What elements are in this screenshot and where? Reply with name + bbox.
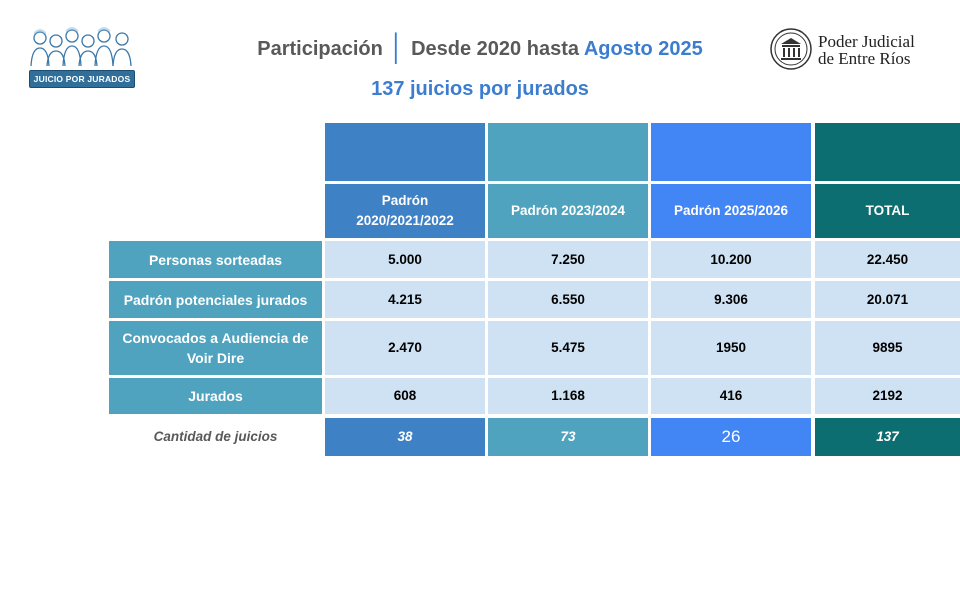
court-seal-icon	[770, 28, 812, 70]
column-header-padron-2023: Padrón 2023/2024	[488, 184, 648, 238]
table-cell: 608	[325, 378, 485, 414]
org-name-line2: de Entre Ríos	[818, 49, 911, 68]
table-cell: 22.450	[815, 241, 960, 278]
title-main: Participación	[257, 38, 383, 60]
col4-color-block	[815, 123, 960, 181]
total-cell: 73	[488, 418, 648, 456]
table-cell: 5.000	[325, 241, 485, 278]
table-cell: 1.168	[488, 378, 648, 414]
title-accent: Agosto 2025	[583, 38, 703, 60]
juicio-por-jurados-logo: JUICIO POR JURADOS	[29, 26, 135, 88]
column-header-total: TOTAL	[815, 184, 960, 238]
jurors-illustration-icon	[30, 27, 132, 67]
column-header-padron-2025: Padrón 2025/2026	[651, 184, 811, 238]
table-cell: 20.071	[815, 281, 960, 318]
total-cell: 26	[651, 418, 811, 456]
table-cell: 9.306	[651, 281, 811, 318]
table-cell: 2.470	[325, 321, 485, 375]
title-separator: │	[388, 32, 406, 62]
table-cell: 5.475	[488, 321, 648, 375]
org-name-line1: Poder Judicial	[818, 32, 915, 51]
table-cell: 7.250	[488, 241, 648, 278]
total-cell: 38	[325, 418, 485, 456]
col2-color-block	[488, 123, 648, 181]
table-cell: 9895	[815, 321, 960, 375]
row-label-jurados: Jurados	[109, 378, 322, 414]
row-label-convocados: Convocados a Audiencia de Voir Dire	[109, 321, 322, 375]
table-cell: 1950	[651, 321, 811, 375]
org-name: Poder Judicial de Entre Ríos	[818, 33, 915, 67]
logo-caption: JUICIO POR JURADOS	[29, 70, 135, 88]
page-title: Participación │ Desde 2020 hasta Agosto 20…	[220, 31, 740, 62]
row-label-cantidad-juicios: Cantidad de juicios	[153, 429, 278, 444]
row-label-personas-sorteadas: Personas sorteadas	[109, 241, 322, 278]
row-label-padron-potenciales: Padrón potenciales jurados	[109, 281, 322, 318]
column-header-padron-2020: Padrón 2020/2021/2022	[325, 184, 485, 238]
title-rest: Desde 2020 hasta	[411, 38, 579, 60]
poder-judicial-logo: Poder Judicial de Entre Ríos	[770, 28, 940, 72]
table-cell: 416	[651, 378, 811, 414]
table-cell: 4.215	[325, 281, 485, 318]
page-subtitle: 137 juicios por jurados	[371, 78, 589, 100]
col3-color-block	[651, 123, 811, 181]
col1-color-block	[325, 123, 485, 181]
total-cell: 137	[815, 418, 960, 456]
table-cell: 10.200	[651, 241, 811, 278]
table-cell: 6.550	[488, 281, 648, 318]
table-cell: 2192	[815, 378, 960, 414]
